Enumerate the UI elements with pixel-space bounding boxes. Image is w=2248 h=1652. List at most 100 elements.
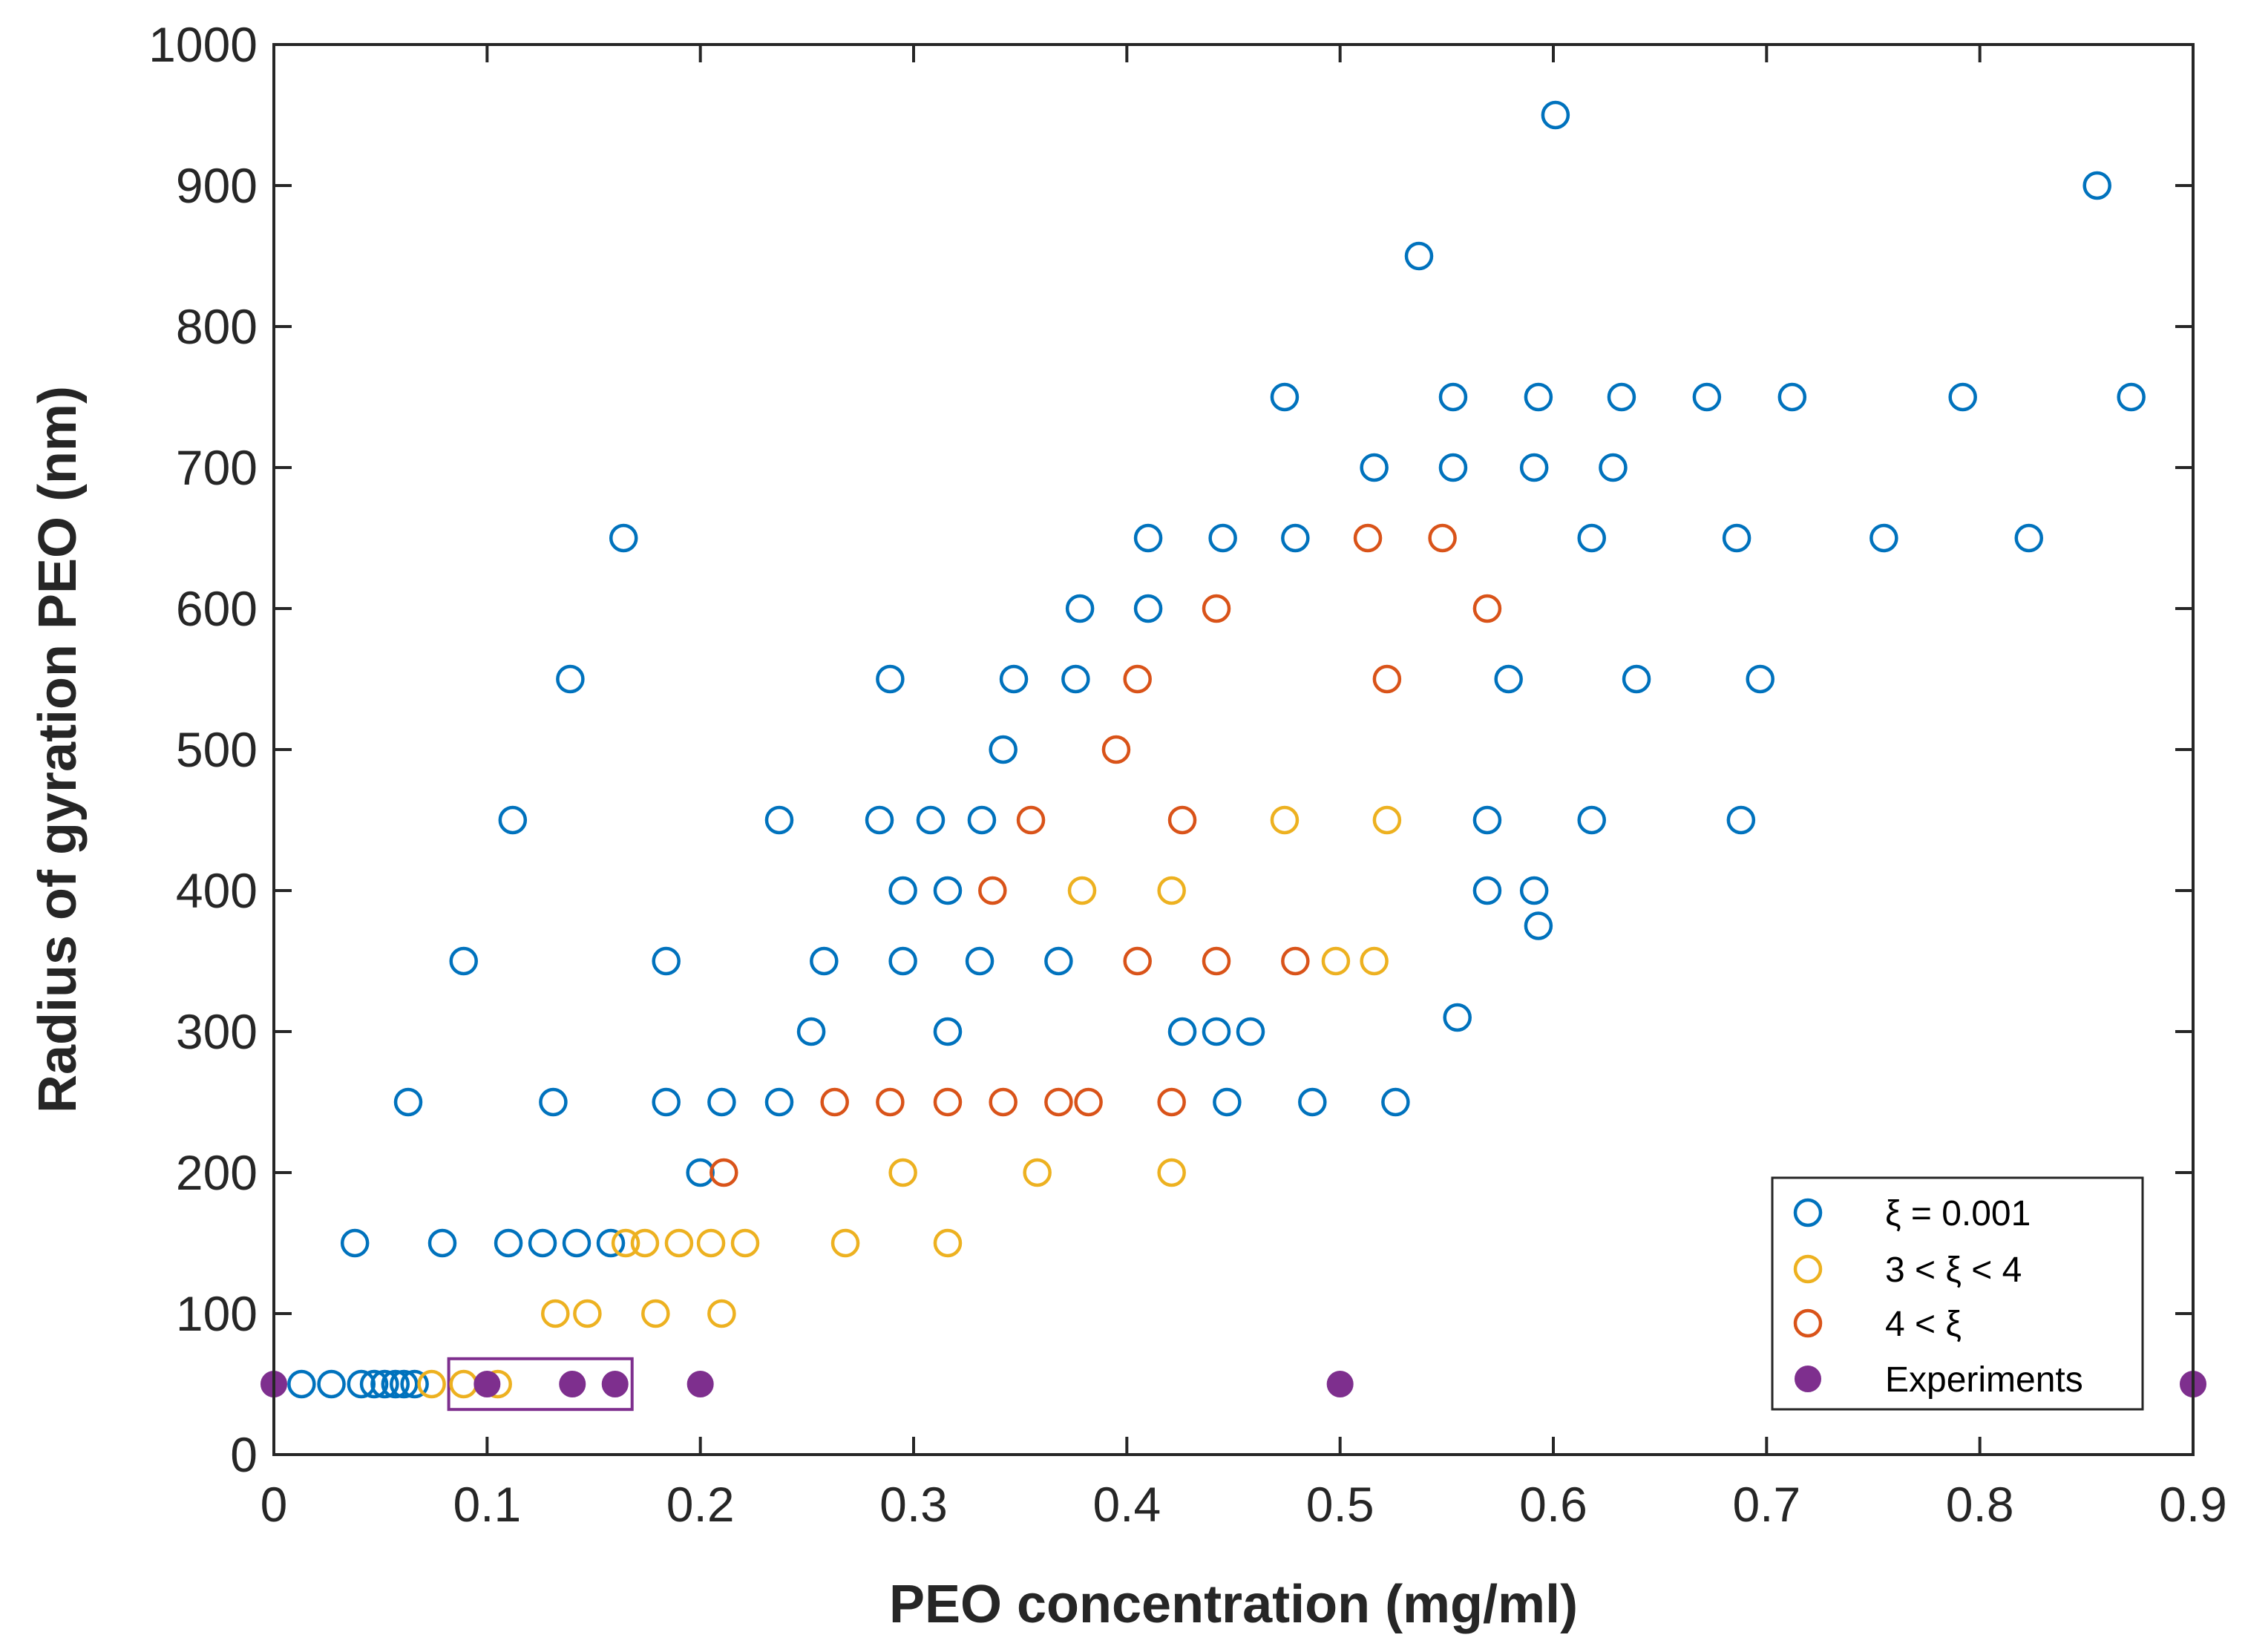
x-tick-label: 0 — [260, 1477, 288, 1532]
data-point — [1074, 1087, 1103, 1117]
x-tick-label: 0.3 — [879, 1477, 948, 1532]
x-tick-label: 0.9 — [2159, 1477, 2227, 1532]
legend-label: 3 < ξ < 4 — [1885, 1251, 2022, 1290]
data-point — [427, 1228, 457, 1258]
data-point — [539, 1087, 568, 1117]
data-point — [1123, 664, 1152, 694]
data-point — [1101, 735, 1131, 764]
x-tick-label: 0.6 — [1519, 1477, 1587, 1532]
data-point — [686, 1158, 715, 1187]
data-point — [417, 1369, 446, 1399]
data-point — [1353, 523, 1383, 553]
data-point — [967, 805, 997, 835]
data-point — [1869, 523, 1898, 553]
x-tick-label: 0.4 — [1092, 1477, 1161, 1532]
data-point — [1236, 1017, 1265, 1046]
data-point — [1157, 876, 1186, 905]
data-point — [1438, 453, 1468, 482]
x-axis-title: PEO concentration (mg/ml) — [889, 1575, 1578, 1634]
data-point — [933, 1017, 963, 1046]
data-point — [390, 1369, 419, 1399]
legend-marker — [1793, 1308, 1823, 1338]
data-point — [1167, 1017, 1197, 1046]
data-point — [498, 805, 528, 835]
series-experiments — [260, 1371, 2206, 1397]
data-point — [1065, 594, 1095, 623]
data-point — [686, 1371, 714, 1397]
data-point — [1472, 594, 1502, 623]
data-point — [609, 523, 638, 553]
data-point — [810, 946, 839, 976]
data-point — [370, 1369, 399, 1399]
data-point — [1524, 382, 1553, 412]
data-point — [400, 1369, 429, 1399]
data-point — [611, 1228, 640, 1258]
legend-label: ξ = 0.001 — [1885, 1194, 2031, 1233]
data-point — [1044, 946, 1073, 976]
data-point — [340, 1228, 370, 1258]
data-point — [1404, 241, 1434, 271]
data-point — [641, 1299, 670, 1328]
data-point — [1281, 946, 1310, 976]
data-point — [865, 805, 894, 835]
data-point — [1372, 805, 1402, 835]
data-point — [830, 1228, 860, 1258]
data-point — [287, 1369, 316, 1399]
legend-marker — [1793, 1198, 1823, 1227]
data-point — [652, 946, 681, 976]
data-point — [1298, 1087, 1327, 1117]
data-point — [989, 1087, 1018, 1117]
data-point — [707, 1299, 736, 1328]
data-point — [820, 1087, 849, 1117]
y-tick-label: 800 — [176, 299, 258, 354]
data-point — [1494, 664, 1523, 694]
data-point — [347, 1369, 376, 1399]
data-point — [989, 735, 1018, 764]
legend-label: Experiments — [1885, 1360, 2083, 1400]
data-point — [1360, 946, 1389, 976]
data-point — [528, 1228, 557, 1258]
data-point — [1577, 805, 1606, 835]
data-point — [1016, 805, 1046, 835]
data-point — [1157, 1087, 1186, 1117]
series-3-4 — [417, 805, 1402, 1399]
data-point — [1472, 876, 1502, 905]
data-point — [1577, 523, 1606, 553]
data-point — [710, 1158, 738, 1187]
x-tick-label: 0.1 — [453, 1477, 521, 1532]
x-tick-label: 0.8 — [1946, 1477, 2014, 1532]
data-point — [933, 1228, 963, 1258]
legend-box — [1771, 1176, 2144, 1411]
data-point — [796, 1017, 826, 1046]
data-point — [2082, 171, 2111, 200]
data-point — [1622, 664, 1651, 694]
data-point — [449, 946, 478, 976]
data-point — [1438, 382, 1468, 412]
legend-marker — [1795, 1366, 1821, 1392]
data-point — [999, 664, 1029, 694]
data-point — [1123, 946, 1152, 976]
data-point — [559, 1371, 586, 1397]
data-point — [965, 946, 994, 976]
data-point — [1381, 1087, 1410, 1117]
data-point — [1472, 805, 1502, 835]
data-point — [876, 664, 905, 694]
data-point — [764, 1087, 794, 1117]
legend-marker — [1793, 1254, 1823, 1284]
data-point — [630, 1228, 660, 1258]
data-point — [573, 1299, 602, 1328]
legend: ξ = 0.001 3 < ξ < 4 4 < ξ Experiments — [1771, 1176, 2144, 1411]
data-point — [2014, 523, 2044, 553]
data-point — [1360, 453, 1389, 482]
data-point — [317, 1369, 346, 1399]
data-point — [707, 1087, 736, 1117]
data-point — [1202, 946, 1231, 976]
data-point — [1067, 876, 1097, 905]
y-tick-label: 700 — [176, 440, 258, 495]
data-point — [730, 1228, 760, 1258]
x-tick-label: 0.7 — [1732, 1477, 1800, 1532]
data-point — [1157, 1158, 1186, 1187]
data-point — [1133, 594, 1163, 623]
data-point — [1167, 805, 1197, 835]
